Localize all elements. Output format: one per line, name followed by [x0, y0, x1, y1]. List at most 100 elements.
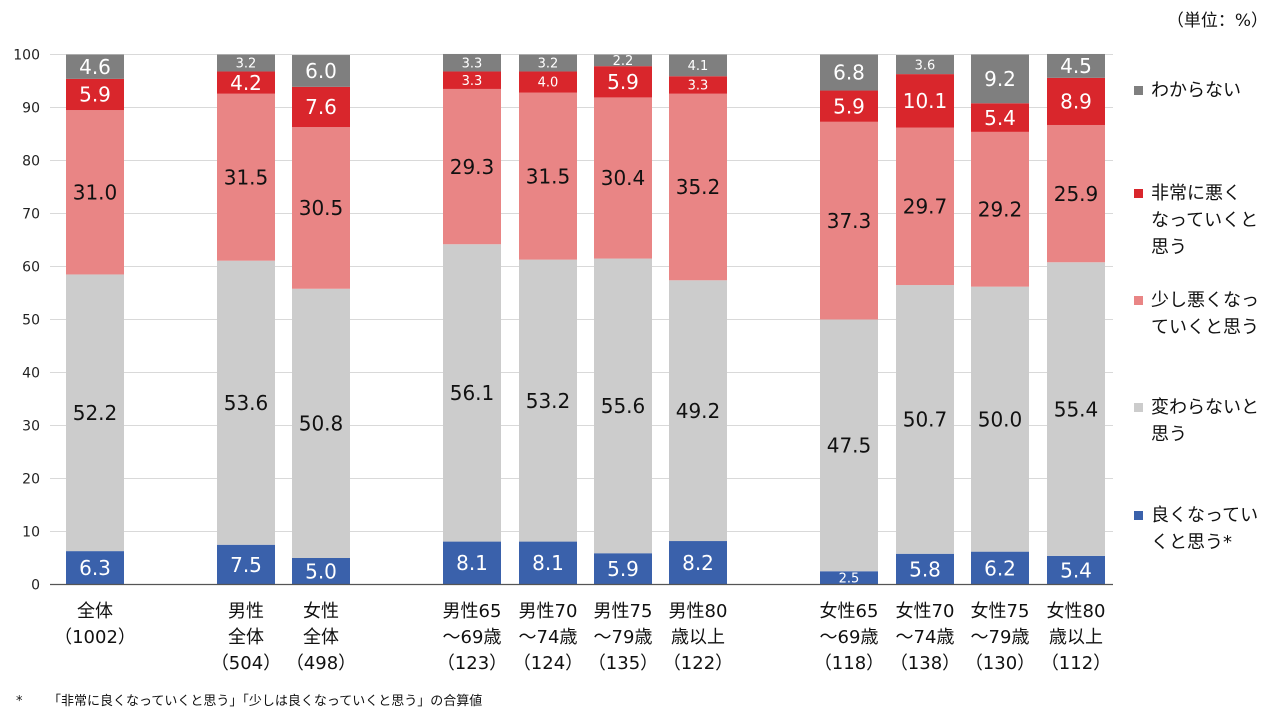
data-label: 53.2: [526, 389, 571, 413]
bar-segment: [820, 319, 878, 572]
data-label: 50.8: [299, 412, 344, 436]
bar-segment: [292, 127, 350, 289]
x-category-label: ～69歳: [820, 627, 879, 648]
data-label: 6.8: [833, 61, 865, 85]
data-label: 5.4: [984, 106, 1016, 130]
footnote: * 「非常に良くなっていくと思う」「少しは良くなっていくと思う」の合算値: [16, 690, 482, 709]
x-category-label: 女性: [303, 601, 339, 622]
data-label: 3.2: [236, 57, 257, 72]
bar-segment: [443, 53, 501, 72]
x-category-label: 歳以上: [671, 627, 725, 648]
bar-segment: [519, 92, 577, 260]
bar-segment: [66, 274, 124, 552]
legend-label-somewhat-worse: 少し悪くなっ ていくと思う: [1151, 290, 1259, 338]
bar-segment: [519, 541, 577, 585]
data-label: 7.5: [230, 553, 262, 577]
y-tick-label: 0: [31, 578, 40, 594]
data-label: 8.1: [456, 551, 488, 575]
bar-segment: [519, 54, 577, 72]
data-label: 4.1: [688, 59, 709, 74]
data-label: 2.5: [839, 572, 860, 587]
x-category-label: ～79歳: [971, 627, 1030, 648]
unit-label: （単位：%）: [1166, 11, 1268, 31]
data-label: 55.4: [1054, 397, 1099, 421]
x-category-label: ～74歳: [519, 627, 578, 648]
data-label: 4.5: [1060, 54, 1092, 78]
bar-segment: [217, 544, 275, 585]
legend-swatch-much-worse: [1134, 189, 1143, 198]
legend-swatch-unknown: [1134, 86, 1143, 95]
x-category-label: 男性70: [519, 601, 578, 622]
y-tick-label: 100: [13, 48, 40, 64]
bar-segment: [971, 551, 1029, 585]
legend-label-unknown: わからない: [1151, 80, 1241, 101]
x-category-label: ～69歳: [443, 627, 502, 648]
legend-label-better: 良くなってい くと思う*: [1151, 505, 1259, 553]
bar-segment: [1047, 53, 1105, 78]
data-label: 9.2: [984, 67, 1016, 91]
data-label: 31.5: [526, 164, 571, 188]
data-label: 3.3: [688, 79, 709, 94]
x-category-label: 男性65: [443, 601, 502, 622]
bar-segment: [669, 280, 727, 542]
legend-swatch-no-change: [1134, 403, 1143, 412]
legend-swatch-better: [1134, 511, 1143, 520]
x-category-label: 男性: [228, 601, 264, 622]
y-tick-label: 30: [22, 419, 40, 435]
bar-segment: [669, 76, 727, 94]
bar-segment: [669, 541, 727, 585]
bar-segment: [896, 553, 954, 585]
y-tick-label: 20: [22, 472, 40, 488]
y-tick-label: 60: [22, 260, 40, 276]
bar-segment: [594, 97, 652, 259]
y-tick-label: 40: [22, 366, 40, 382]
data-label: 3.3: [462, 56, 483, 71]
data-label: 5.9: [607, 557, 639, 581]
data-label: 31.5: [224, 165, 269, 189]
data-label: 4.0: [538, 76, 559, 91]
data-label: 29.2: [978, 197, 1023, 221]
data-label: 25.9: [1054, 182, 1099, 206]
x-category-label: （135）: [588, 653, 658, 674]
footnote-mark: *: [16, 694, 23, 709]
data-label: 50.7: [903, 408, 948, 432]
data-label: 7.6: [305, 95, 337, 119]
bar-segment: [594, 553, 652, 585]
y-tick-label: 80: [22, 154, 40, 170]
bar-segment: [971, 131, 1029, 287]
bar-segment: [519, 71, 577, 93]
bar-segment: [1047, 77, 1105, 125]
data-label: 30.4: [601, 166, 646, 190]
data-label: 29.7: [903, 195, 948, 219]
data-label: 5.0: [305, 559, 337, 583]
bar-segment: [594, 54, 652, 67]
x-category-label: （123）: [437, 653, 507, 674]
x-category-label: 全体: [303, 627, 339, 648]
data-label: 2.2: [613, 54, 634, 69]
bar-segment: [669, 93, 727, 281]
bar-segment: [66, 78, 124, 111]
bar-segment: [292, 55, 350, 87]
data-label: 5.8: [909, 557, 941, 581]
data-label: 8.2: [682, 551, 714, 575]
x-category-label: （498）: [286, 653, 356, 674]
bar-segment: [896, 127, 954, 286]
y-tick-label: 50: [22, 313, 40, 329]
data-label: 3.2: [538, 57, 559, 72]
x-category-label: 男性75: [594, 601, 653, 622]
x-category-label: （130）: [965, 653, 1035, 674]
legend-label-much-worse: 非常に悪く なっていくと 思う: [1151, 183, 1259, 258]
x-category-label: 全体: [228, 627, 264, 648]
legend-label-no-change: 変わらないと 思う: [1151, 397, 1259, 445]
x-category-label: 男性80: [669, 601, 728, 622]
bar-segment: [896, 55, 954, 75]
x-category-label: 全体: [77, 601, 113, 622]
x-category-label: 女性80: [1047, 601, 1106, 622]
x-category-label: （112）: [1041, 653, 1111, 674]
data-label: 6.3: [79, 556, 111, 580]
data-label: 55.6: [601, 394, 646, 418]
y-tick-label: 90: [22, 101, 40, 117]
bar-segment: [66, 110, 124, 275]
y-tick-label: 70: [22, 207, 40, 223]
bar-segment: [820, 571, 878, 585]
